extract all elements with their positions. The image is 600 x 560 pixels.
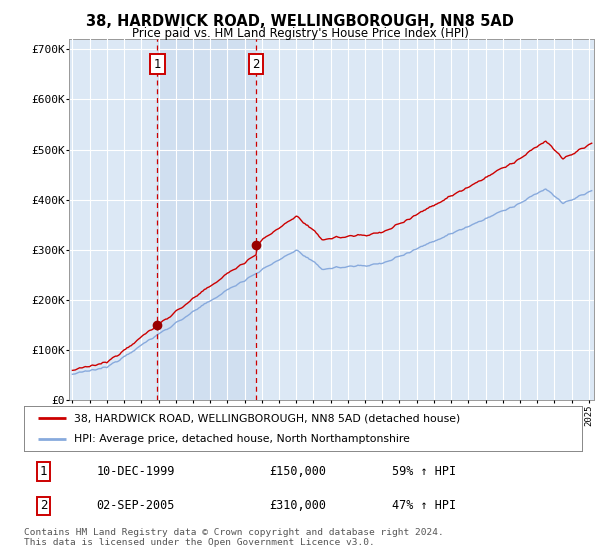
Text: 2: 2 <box>40 500 47 512</box>
Text: £310,000: £310,000 <box>269 500 326 512</box>
Text: 38, HARDWICK ROAD, WELLINGBOROUGH, NN8 5AD (detached house): 38, HARDWICK ROAD, WELLINGBOROUGH, NN8 5… <box>74 413 460 423</box>
Text: HPI: Average price, detached house, North Northamptonshire: HPI: Average price, detached house, Nort… <box>74 433 410 444</box>
Text: 10-DEC-1999: 10-DEC-1999 <box>97 465 175 478</box>
Text: Contains HM Land Registry data © Crown copyright and database right 2024.
This d: Contains HM Land Registry data © Crown c… <box>24 528 444 547</box>
Text: Price paid vs. HM Land Registry's House Price Index (HPI): Price paid vs. HM Land Registry's House … <box>131 27 469 40</box>
Bar <box>157 39 256 400</box>
Text: 1: 1 <box>40 465 47 478</box>
Text: £150,000: £150,000 <box>269 465 326 478</box>
Text: 2: 2 <box>253 58 260 71</box>
Text: 38, HARDWICK ROAD, WELLINGBOROUGH, NN8 5AD: 38, HARDWICK ROAD, WELLINGBOROUGH, NN8 5… <box>86 14 514 29</box>
Text: 1: 1 <box>154 58 161 71</box>
Text: 02-SEP-2005: 02-SEP-2005 <box>97 500 175 512</box>
Text: 47% ↑ HPI: 47% ↑ HPI <box>392 500 457 512</box>
Text: 59% ↑ HPI: 59% ↑ HPI <box>392 465 457 478</box>
